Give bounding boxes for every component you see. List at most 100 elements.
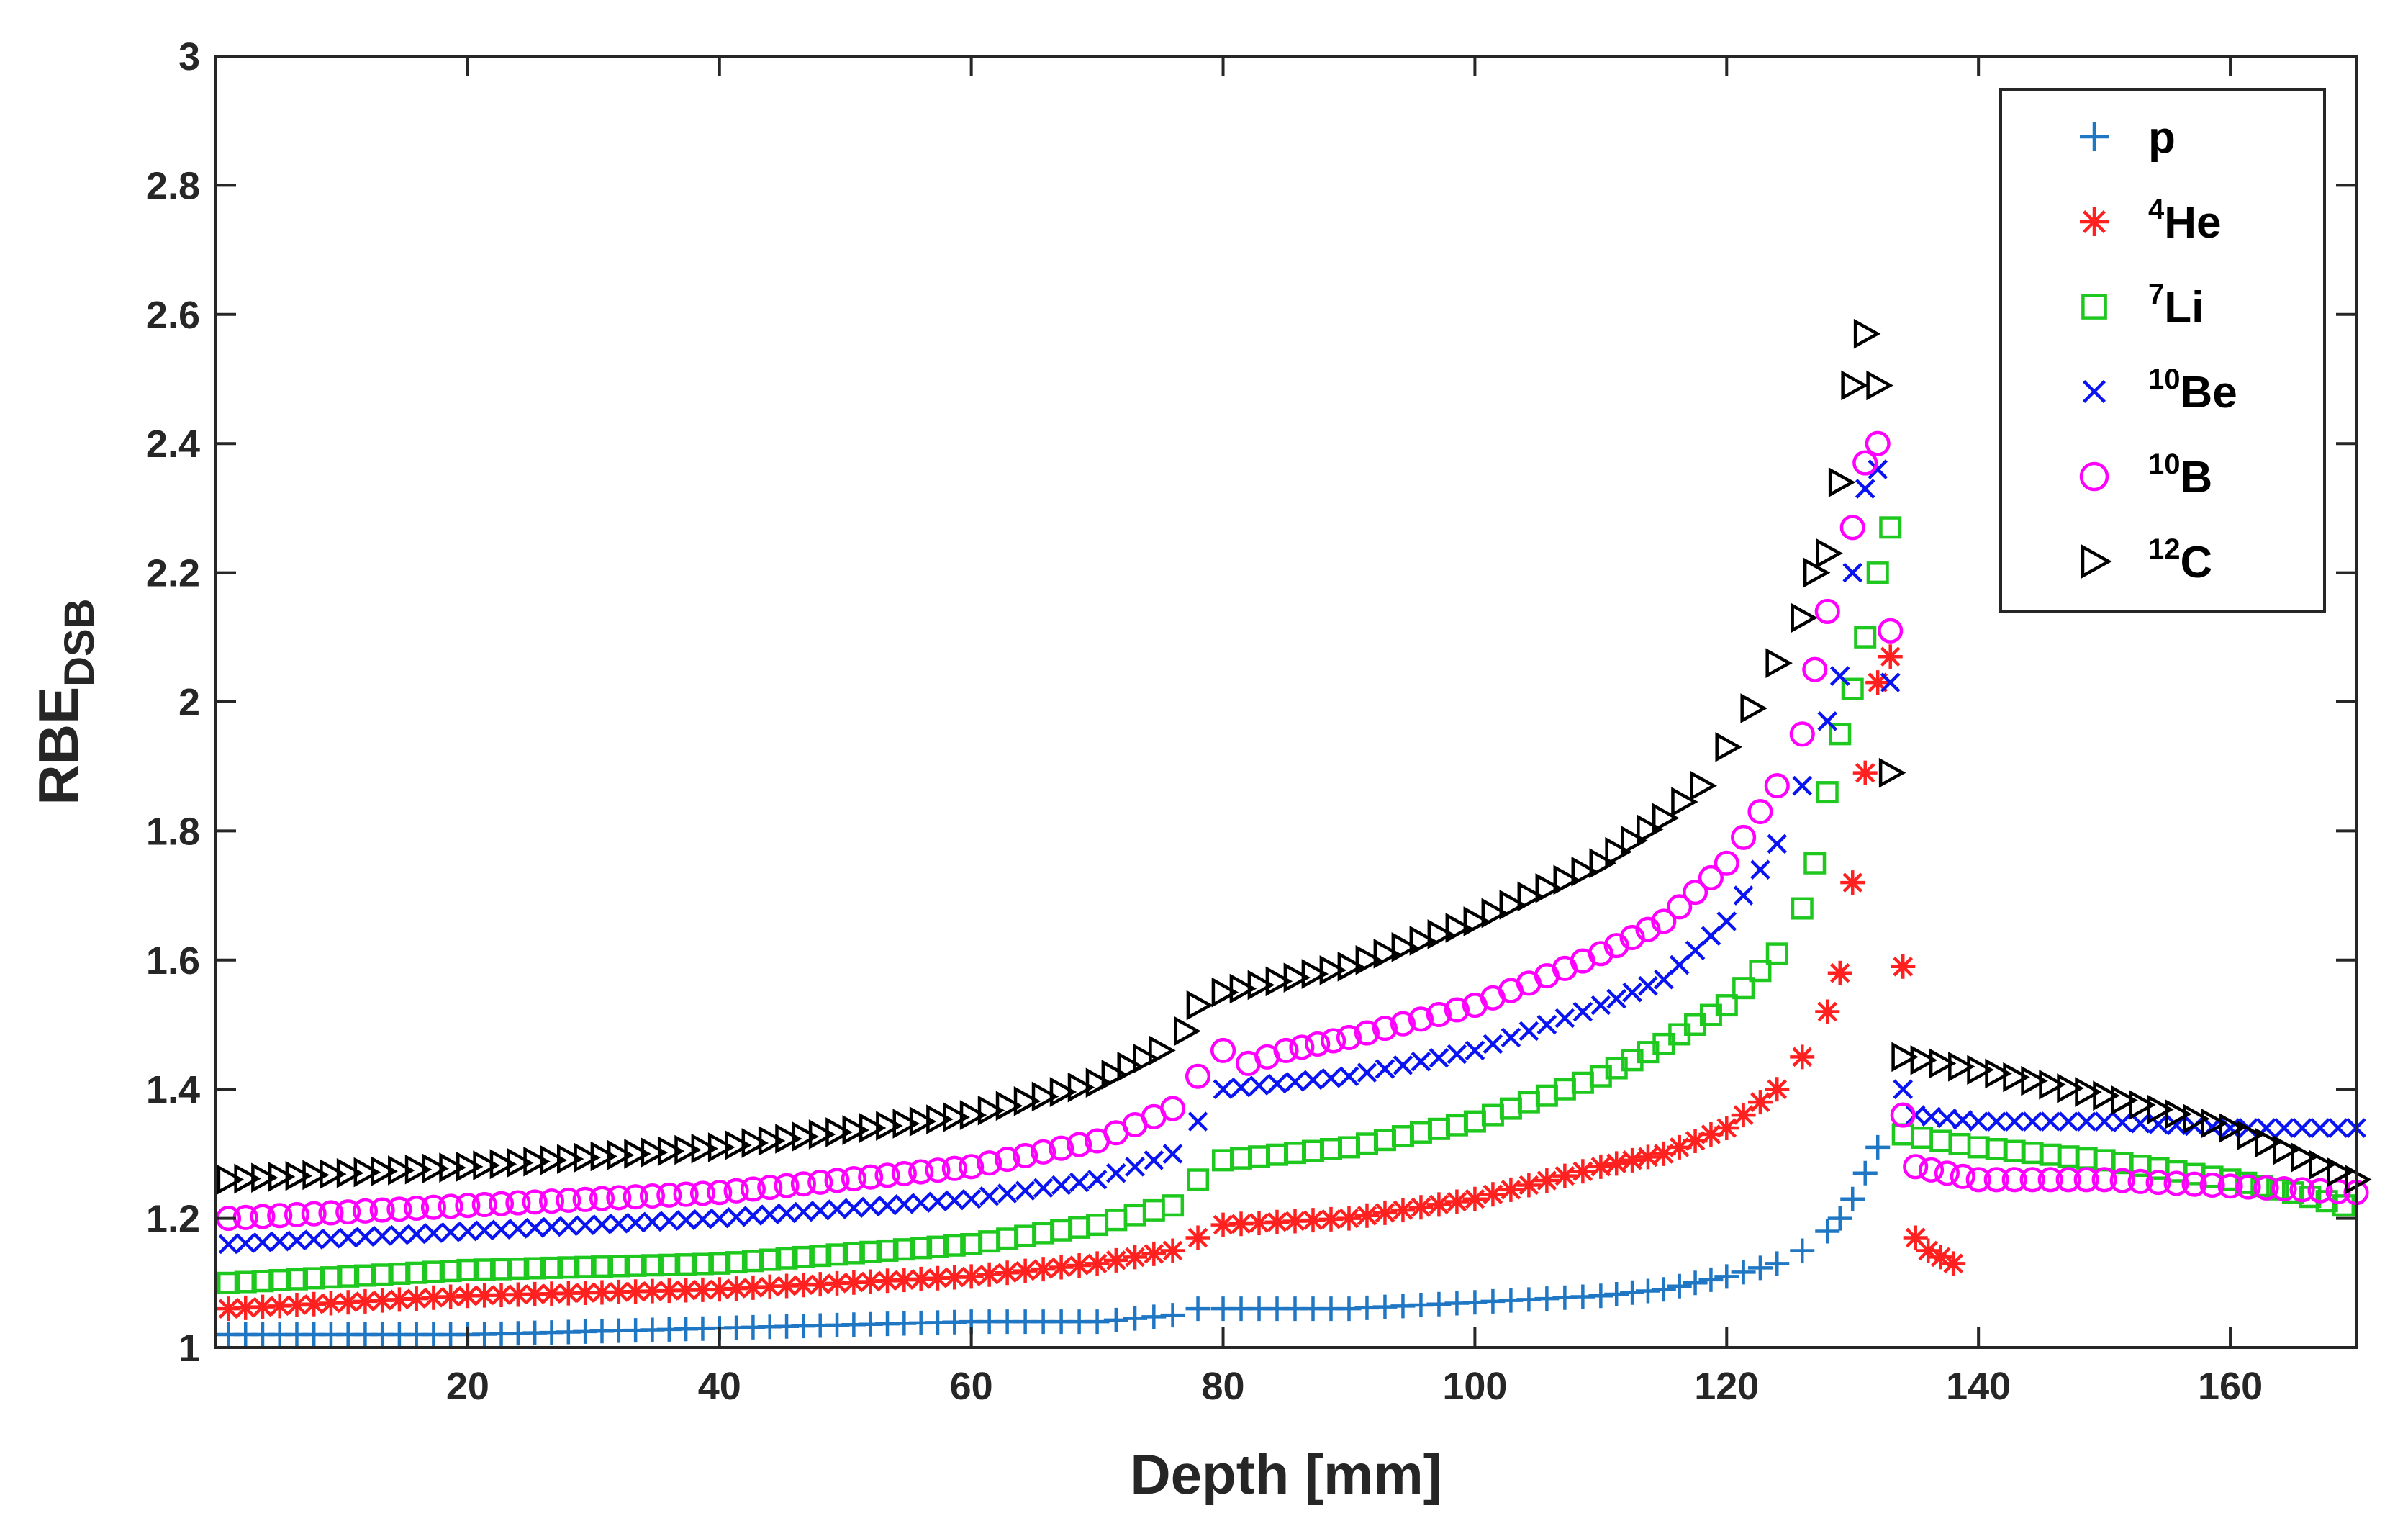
data-point [2109, 1168, 2135, 1193]
data-point [1829, 666, 1850, 686]
data-point [941, 1155, 967, 1181]
data-point [624, 1254, 647, 1277]
data-point [691, 1252, 714, 1276]
legend-item-p: p [2080, 113, 2176, 163]
data-point [877, 1195, 897, 1216]
data-point [1283, 962, 1311, 993]
legend-label: p [2148, 113, 2176, 163]
data-point [607, 1139, 635, 1170]
x-tick-label: 80 [1201, 1365, 1244, 1408]
y-axis-label: RBEDSB [27, 598, 103, 805]
data-point [1929, 1048, 1957, 1079]
data-point [369, 1197, 395, 1223]
data-point [337, 1265, 360, 1288]
data-point [1534, 1168, 1560, 1193]
legend-marker [2081, 294, 2107, 320]
data-point [1853, 318, 1881, 349]
legend-item-b: 10B [2079, 448, 2212, 502]
data-point [1968, 1111, 1989, 1132]
data-point [1967, 1055, 1994, 1085]
data-point [1701, 926, 1721, 946]
data-point [1731, 1260, 1756, 1285]
data-point [1144, 1150, 1164, 1170]
data-point [388, 1262, 411, 1285]
data-point [1337, 951, 1365, 982]
data-point [2145, 1170, 2171, 1196]
data-point [1841, 370, 1868, 401]
data-point [1790, 1238, 1815, 1263]
data-point [2199, 1172, 2225, 1198]
data-point [523, 1257, 546, 1280]
x-tick-label: 60 [950, 1365, 993, 1408]
data-point [792, 1121, 820, 1152]
data-point [810, 1201, 830, 1221]
data-point [959, 1154, 985, 1180]
data-point [1264, 1209, 1290, 1234]
legend-marker [2079, 461, 2109, 492]
data-point [302, 1291, 327, 1317]
data-point [825, 1243, 848, 1266]
data-point [1229, 973, 1257, 1004]
data-point [1620, 1147, 1645, 1173]
data-point [556, 1281, 581, 1306]
legend-label-superscript: 4 [2148, 194, 2165, 225]
data-point [841, 1270, 866, 1295]
data-point [1013, 1086, 1041, 1116]
data-point [1919, 1157, 1945, 1183]
data-point [420, 1194, 446, 1220]
legend-label: 10B [2148, 448, 2212, 502]
data-point [320, 1159, 347, 1189]
data-point [1427, 919, 1455, 949]
data-point [1087, 1169, 1108, 1190]
data-point [1185, 1063, 1211, 1089]
data-point [1667, 1134, 1692, 1160]
data-point [456, 1258, 479, 1281]
data-point [1321, 1067, 1341, 1088]
data-point [790, 1171, 816, 1197]
data-point [1653, 969, 1674, 990]
legend-label-main: C [2181, 538, 2213, 587]
data-point [1635, 916, 1661, 942]
data-point [1747, 1255, 1773, 1281]
data-point [440, 1222, 461, 1242]
data-point [541, 1216, 562, 1237]
data-point [640, 1278, 665, 1304]
y-tick-label: 1 [178, 1327, 200, 1370]
data-point [1638, 975, 1658, 996]
data-point [1865, 1134, 1891, 1160]
data-point [842, 1115, 870, 1145]
data-point [540, 1145, 568, 1175]
data-point [689, 1180, 715, 1206]
data-point [708, 1252, 731, 1275]
data-point [2127, 1168, 2153, 1194]
data-point [540, 1256, 563, 1279]
data-point [2183, 1103, 2210, 1134]
data-point [421, 1285, 446, 1310]
data-point [1210, 1212, 1236, 1237]
data-point [1067, 1252, 1092, 1278]
data-point [741, 1275, 766, 1300]
data-point [1635, 1144, 1660, 1170]
data-point [726, 1206, 746, 1227]
data-point [1408, 1195, 1434, 1220]
data-point [1852, 450, 1878, 476]
data-point [2091, 1167, 2117, 1193]
data-point [1354, 1203, 1380, 1228]
data-point [876, 1111, 903, 1141]
x-tick-label: 160 [2198, 1365, 2263, 1408]
data-point [1791, 897, 1814, 920]
data-point [1683, 880, 1708, 906]
data-point [1571, 856, 1598, 887]
data-point [522, 1281, 548, 1306]
data-point [740, 1176, 766, 1202]
data-point [217, 1164, 245, 1195]
data-point [1321, 1028, 1346, 1054]
data-point [1447, 1044, 1467, 1065]
x-tick-label: 140 [1946, 1365, 2011, 1408]
data-point [1267, 1073, 1287, 1094]
data-point [1852, 760, 1878, 785]
data-point [774, 1173, 800, 1198]
data-point [1408, 1006, 1434, 1032]
data-point [707, 1180, 733, 1206]
data-point [590, 1141, 618, 1172]
